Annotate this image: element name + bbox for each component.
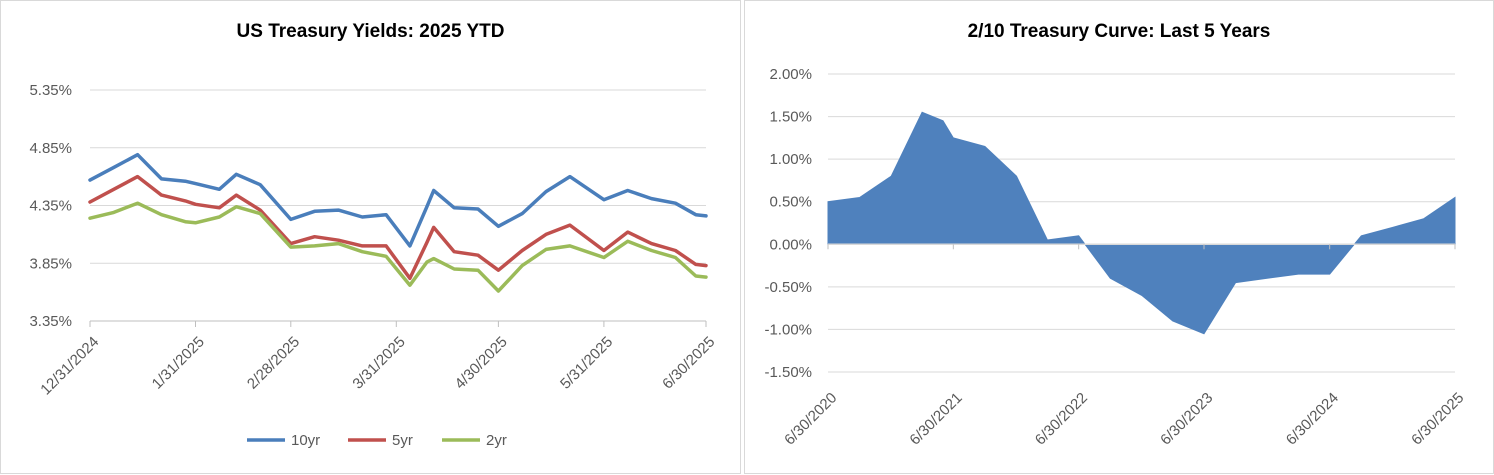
series-line-2yr [88,201,708,293]
x-tick-label: 3/31/2025 [349,333,408,392]
x-tick-label: 4/30/2025 [452,333,511,392]
y-tick-label: 0.00% [769,236,812,253]
x-tick-label: 12/31/2024 [37,333,102,398]
legend-label-10yr: 10yr [291,432,320,449]
x-tick-label: 6/30/2025 [1408,389,1467,448]
y-tick-label: 1.00% [769,151,812,168]
curve-area-chart: -1.50% -1.00% -0.50% 0.00% 0.50% 1.00% 1.50% 2.… [764,66,1467,449]
x-tick-label: 1/31/2025 [149,333,208,392]
y-tick-label: 1.50% [769,109,812,126]
x-tick-label: 6/30/2022 [1032,389,1091,448]
x-tick-label: 5/31/2025 [557,333,616,392]
y-tick-label: -0.50% [764,279,812,296]
x-tick-label: 6/30/2024 [1283,389,1342,448]
y-tick-label: 3.85% [29,255,72,272]
y-tick-label: 0.50% [769,194,812,211]
spread-area [827,111,1456,335]
y-tick-label: 5.35% [29,82,72,99]
x-tick-label: 6/30/2025 [659,333,718,392]
legend-label-5yr: 5yr [392,432,413,449]
x-tick-label: 2/28/2025 [244,333,303,392]
y-tick-label: 2.00% [769,66,812,83]
yields-ytd-chart-panel: US Treasury Yields: 2025 YTD 3.35% 3.85% 4… [0,0,741,474]
y-tick-label: 4.85% [29,140,72,157]
x-tick-label: 6/30/2023 [1157,389,1216,448]
chart-title: US Treasury Yields: 2025 YTD [236,21,505,42]
y-tick-label: -1.00% [764,321,812,338]
curve-5y-chart-panel: 2/10 Treasury Curve: Last 5 Years -1.50%… [744,0,1494,474]
y-tick-label: 3.35% [29,313,72,330]
series-line-10yr [88,152,708,248]
series-line-5yr [88,174,708,281]
y-tick-label: 4.35% [29,198,72,215]
yields-line-chart: 3.35% 3.85% 4.35% 4.85% 5.35% 12/31/2024 1/31/… [29,82,718,449]
x-tick-label: 6/30/2020 [781,389,840,448]
chart-title: 2/10 Treasury Curve: Last 5 Years [967,21,1271,42]
x-tick-label: 6/30/2021 [906,389,965,448]
y-tick-label: -1.50% [764,364,812,381]
legend-label-2yr: 2yr [486,432,507,449]
